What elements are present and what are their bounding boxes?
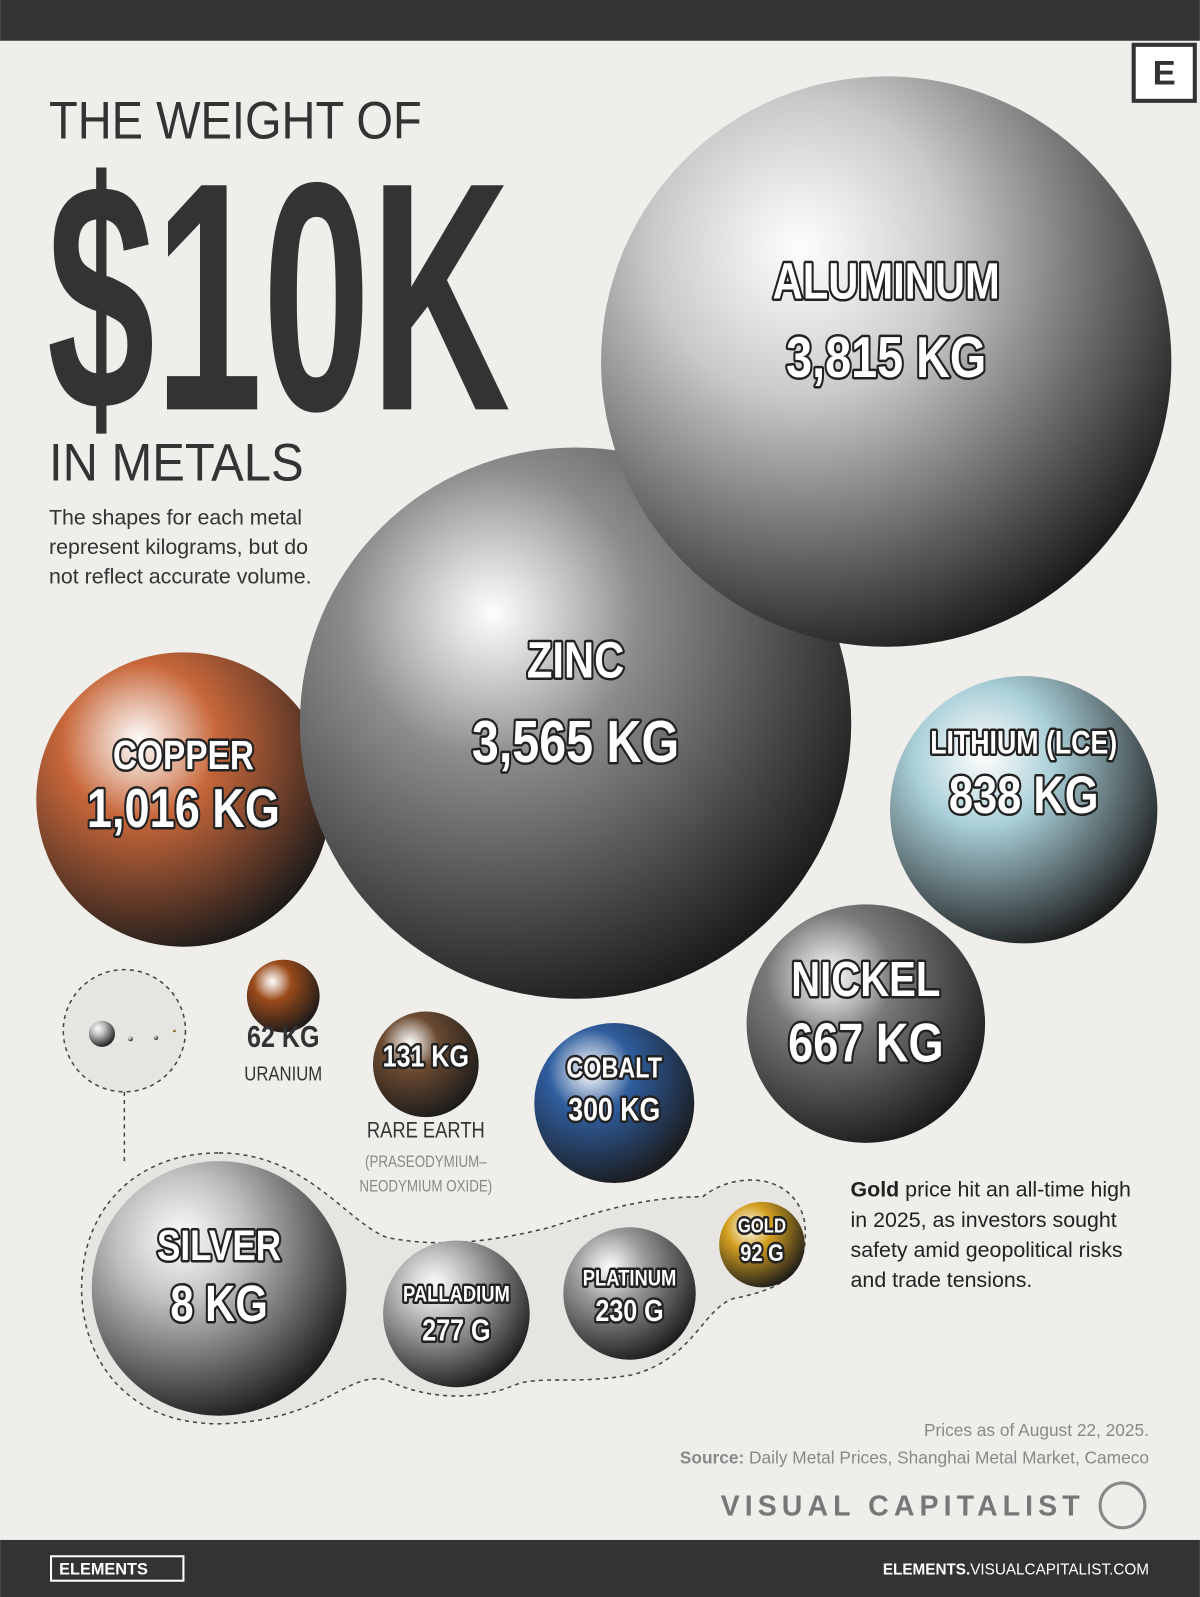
value-label: 92 G — [740, 1239, 783, 1266]
note-line: in 2025, as investors sought — [851, 1208, 1117, 1232]
metal-name: PLATINUM — [583, 1266, 676, 1291]
note-line: safety amid geopolitical risks — [851, 1238, 1123, 1262]
metal-name: RARE EARTH — [367, 1118, 485, 1143]
value-label: 277 G — [422, 1313, 490, 1347]
metal-name: SILVER — [157, 1223, 281, 1270]
footer-url-rest: VISUALCAPITALIST.COM — [970, 1562, 1149, 1579]
value-label: 667 KG — [788, 1011, 943, 1073]
note-text: price hit an all-time high — [905, 1178, 1131, 1202]
value-label: 3,565 KG — [472, 709, 679, 775]
inset-sphere — [91, 1161, 347, 1416]
source-text: Daily Metal Prices, Shanghai Metal Marke… — [749, 1448, 1149, 1468]
metal-name: ALUMINUM — [773, 252, 1000, 309]
metal-name: URANIUM — [244, 1062, 322, 1085]
value-label: 62 KG — [247, 1020, 319, 1054]
inset-sphere — [563, 1227, 696, 1360]
metal-sphere — [172, 1029, 176, 1033]
top-bar — [0, 0, 1200, 41]
description-line: not reflect accurate volume. — [49, 565, 312, 589]
metal-sphere — [534, 1023, 695, 1184]
metal-name: ZINC — [527, 631, 624, 688]
title-bottom: IN METALS — [49, 434, 304, 493]
note-line: Gold price hit an all-time high — [851, 1178, 1131, 1202]
metal-name: GOLD — [738, 1214, 786, 1237]
note-line: and trade tensions. — [851, 1268, 1033, 1292]
note-bold: Gold — [851, 1178, 900, 1202]
description-line: represent kilograms, but do — [49, 535, 308, 559]
metal-subtitle: (PRASEODYMIUM– — [365, 1154, 487, 1171]
value-label: 300 KG — [568, 1092, 660, 1128]
value-label: 8 KG — [170, 1275, 267, 1332]
metal-sphere — [128, 1036, 133, 1042]
logo: E — [1153, 55, 1176, 93]
logo-box — [1131, 42, 1197, 103]
value-label: 1,016 KG — [87, 777, 280, 839]
metal-name: PALLADIUM — [403, 1282, 510, 1307]
metal-sphere — [746, 904, 986, 1143]
value-label: 3,815 KG — [786, 327, 986, 390]
brand: VISUAL CAPITALIST — [721, 1491, 1085, 1523]
footer-box — [50, 1555, 185, 1582]
footer-url: ELEMENTS.VISUALCAPITALIST.COM — [883, 1562, 1149, 1579]
metal-sphere — [88, 1020, 116, 1047]
value-label: 838 KG — [949, 766, 1099, 825]
source: Source: Daily Metal Prices, Shanghai Met… — [680, 1448, 1149, 1468]
prices-date: Prices as of August 22, 2025. — [924, 1420, 1149, 1440]
metal-name: LITHIUM (LCE) — [930, 725, 1117, 761]
description-line: The shapes for each metal — [49, 506, 302, 530]
metal-subtitle: NEODYMIUM OXIDE) — [359, 1179, 492, 1196]
source-label: Source: — [680, 1448, 744, 1468]
metal-name: COBALT — [566, 1051, 662, 1084]
title-big: $10K — [47, 115, 510, 479]
footer-url-bold: ELEMENTS. — [883, 1562, 970, 1579]
metal-sphere — [372, 1011, 479, 1118]
metal-sphere — [246, 959, 320, 1033]
value-label: 230 G — [595, 1294, 663, 1328]
title-top: THE WEIGHT OF — [49, 92, 422, 151]
metal-sphere — [36, 652, 331, 947]
metal-name: COPPER — [113, 732, 254, 778]
bottom-bar — [0, 1539, 1200, 1597]
value-label: 131 KG — [383, 1039, 469, 1073]
metal-name: NICKEL — [791, 953, 940, 1007]
metal-sphere — [153, 1035, 159, 1041]
inset-sphere — [719, 1201, 805, 1288]
brand-icon — [1098, 1481, 1147, 1530]
inset-sphere — [383, 1240, 530, 1388]
metal-sphere — [601, 76, 1172, 647]
footer-left: ELEMENTS — [59, 1561, 148, 1579]
metal-sphere — [890, 676, 1158, 944]
zoom-circle — [62, 968, 187, 1093]
